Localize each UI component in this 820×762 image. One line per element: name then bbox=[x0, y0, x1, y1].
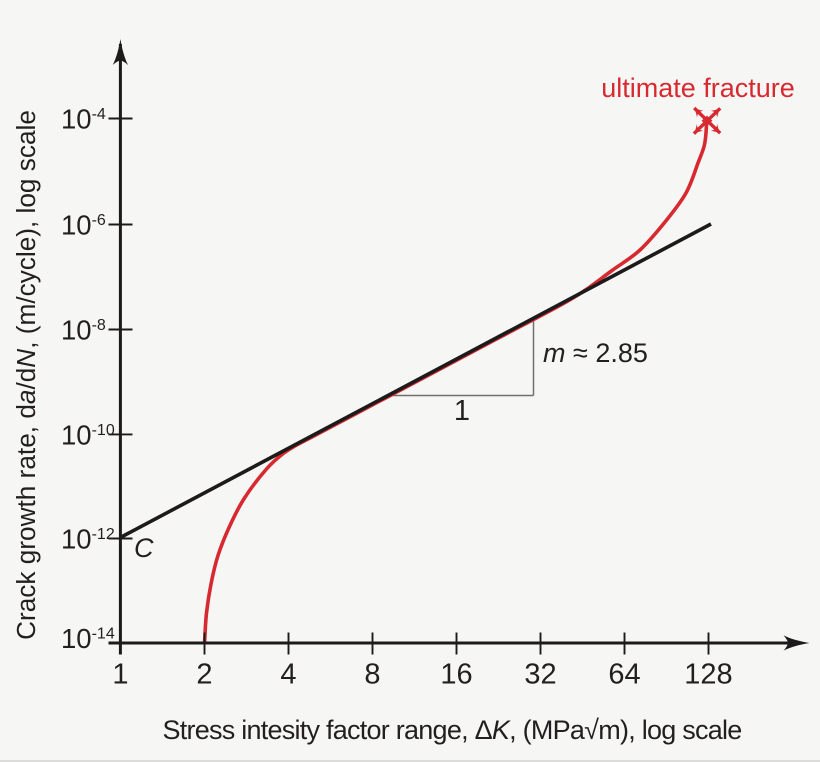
svg-text:64: 64 bbox=[608, 659, 640, 691]
svg-text:C: C bbox=[134, 533, 154, 563]
svg-text:Crack growth rate, da/dN, (m/c: Crack growth rate, da/dN, (m/cycle), log… bbox=[11, 110, 41, 640]
svg-text:128: 128 bbox=[684, 659, 732, 691]
svg-text:32: 32 bbox=[524, 659, 556, 691]
svg-text:m ≈ 2.85: m ≈ 2.85 bbox=[543, 338, 648, 368]
svg-text:8: 8 bbox=[364, 659, 380, 691]
svg-text:4: 4 bbox=[280, 659, 296, 691]
svg-text:Stress intesity factor range,: Stress intesity factor range, ΔK, (MPa√m… bbox=[162, 715, 741, 745]
svg-text:10-14: 10-14 bbox=[61, 623, 115, 654]
svg-text:1: 1 bbox=[454, 395, 470, 427]
svg-text:ultimate fracture: ultimate fracture bbox=[601, 73, 795, 103]
svg-text:1: 1 bbox=[112, 659, 128, 691]
svg-text:16: 16 bbox=[440, 659, 472, 691]
svg-text:2: 2 bbox=[196, 659, 212, 691]
svg-text:10-6: 10-6 bbox=[61, 210, 106, 241]
